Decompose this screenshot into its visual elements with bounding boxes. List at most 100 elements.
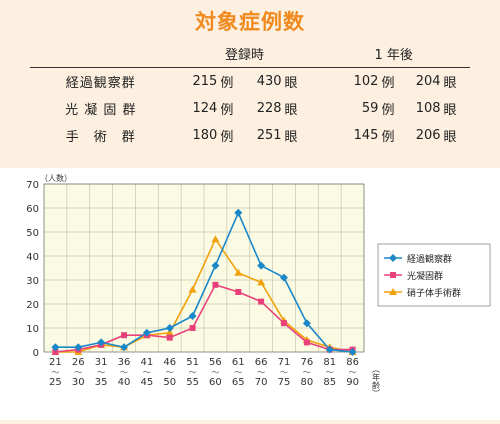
x-tick-separator: 〜 [166,368,174,377]
x-tick-label-end: 55 [186,377,199,388]
unit-eye: 眼 [284,76,298,91]
page-title: 対象症例数 [195,10,305,34]
data-point [212,281,219,288]
legend-marker [389,288,397,295]
x-tick-label-end: 70 [255,377,268,388]
table-row: 光 凝 固 群 124 例 228 眼 59 例 108 眼 [30,95,470,122]
unit-case: 例 [381,130,395,145]
one-year-cases: 59 [361,101,379,116]
unit-case: 例 [220,76,234,91]
legend-label: 経過観察群 [407,253,452,265]
data-point [258,298,265,305]
table-row: 経過観察群 215 例 430 眼 102 例 204 眼 [30,68,470,96]
data-point [74,343,83,352]
legend-label: 硝子体手術群 [407,287,461,299]
x-tick-separator: 〜 [120,368,128,377]
row-label: 手 術 群 [65,130,136,145]
x-tick-label-start: 41 [140,357,153,368]
x-tick-label-start: 71 [278,357,291,368]
x-tick-label-start: 21 [49,357,62,368]
x-axis-label: （年齢） [372,365,381,397]
data-point [51,343,60,352]
y-tick-label: 30 [26,276,39,287]
unit-case: 例 [220,103,234,118]
table-header-blank [30,40,172,68]
data-point [348,348,357,356]
data-point [52,349,59,355]
y-tick-label: 10 [26,324,39,335]
data-point [235,289,242,295]
data-point [97,338,106,347]
y-tick-label: 0 [33,348,39,359]
y-tick-label: 40 [26,252,39,263]
baseline-eyes: 430 [256,74,282,89]
legend-marker [389,254,397,262]
data-point [166,334,173,341]
header-one-year: 1 年後 [374,48,413,63]
x-tick-label-start: 46 [163,357,176,368]
one-year-eyes: 108 [415,101,441,116]
x-tick-label-end: 30 [72,377,85,388]
row-label: 経過観察群 [65,76,136,91]
x-tick-label-end: 45 [140,377,153,388]
data-point [188,285,197,293]
table-header-row: 登録時 1 年後 [30,40,470,68]
x-tick-label-start: 36 [118,357,131,368]
case-count-table: 登録時 1 年後 経過観察群 215 例 430 眼 102 例 204 眼光 凝 固 群 124… [30,40,470,149]
unit-eye: 眼 [443,103,457,118]
x-tick-label-start: 31 [95,357,108,368]
x-tick-label-start: 76 [300,357,313,368]
data-point [189,325,196,331]
unit-case: 例 [381,76,395,91]
x-tick-label-end: 90 [346,377,359,388]
unit-case: 例 [381,103,395,118]
x-tick-label-start: 66 [255,357,268,368]
x-tick-label-start: 51 [186,357,199,368]
baseline-cases: 124 [192,101,218,116]
y-tick-label: 20 [26,300,39,311]
y-axis-label: （人数） [40,173,72,183]
x-tick-separator: 〜 [97,368,105,377]
x-tick-separator: 〜 [74,368,82,377]
data-point [142,328,151,337]
baseline-eyes: 251 [256,128,282,143]
x-tick-label-start: 81 [323,357,336,368]
y-tick-label: 70 [26,180,39,191]
x-tick-label-end: 60 [209,377,222,388]
baseline-cases: 180 [192,128,218,143]
baseline-cases: 215 [192,74,218,89]
x-tick-separator: 〜 [349,368,357,377]
x-tick-label-end: 50 [163,377,176,388]
data-point [165,324,174,332]
x-tick-label-end: 75 [278,377,291,388]
one-year-eyes: 206 [415,128,441,143]
unit-eye: 眼 [443,130,457,145]
x-tick-separator: 〜 [211,368,219,377]
x-tick-label-end: 40 [118,377,131,388]
unit-eye: 眼 [284,130,298,145]
data-point [303,339,310,346]
x-tick-separator: 〜 [143,368,151,377]
data-point [120,343,128,352]
x-tick-separator: 〜 [51,368,59,377]
data-point [257,278,266,286]
chart-panel: 0 10 20 30 40 50 60 70 （人数） 21 〜 25 26 〜 30 31 〜 35 36 〜 40 4… [0,168,500,420]
y-tick-label: 60 [26,204,39,215]
x-tick-label-end: 65 [232,377,245,388]
data-point [211,235,220,243]
x-tick-label-start: 61 [232,357,245,368]
x-tick-label-end: 35 [95,377,108,388]
x-tick-separator: 〜 [234,368,242,377]
legend-label: 光凝固群 [407,270,443,282]
header-baseline: 登録時 [225,48,265,63]
data-point [211,261,220,270]
table-body: 経過観察群 215 例 430 眼 102 例 204 眼光 凝 固 群 124 例 228 眼 59 例 1… [30,68,470,150]
data-point [165,328,174,336]
x-tick-separator: 〜 [280,368,288,377]
one-year-cases: 102 [353,74,379,89]
baseline-eyes: 228 [256,101,282,116]
unit-eye: 眼 [443,76,457,91]
row-label: 光 凝 固 群 [65,103,137,118]
data-point [188,312,197,320]
data-point [302,319,311,328]
